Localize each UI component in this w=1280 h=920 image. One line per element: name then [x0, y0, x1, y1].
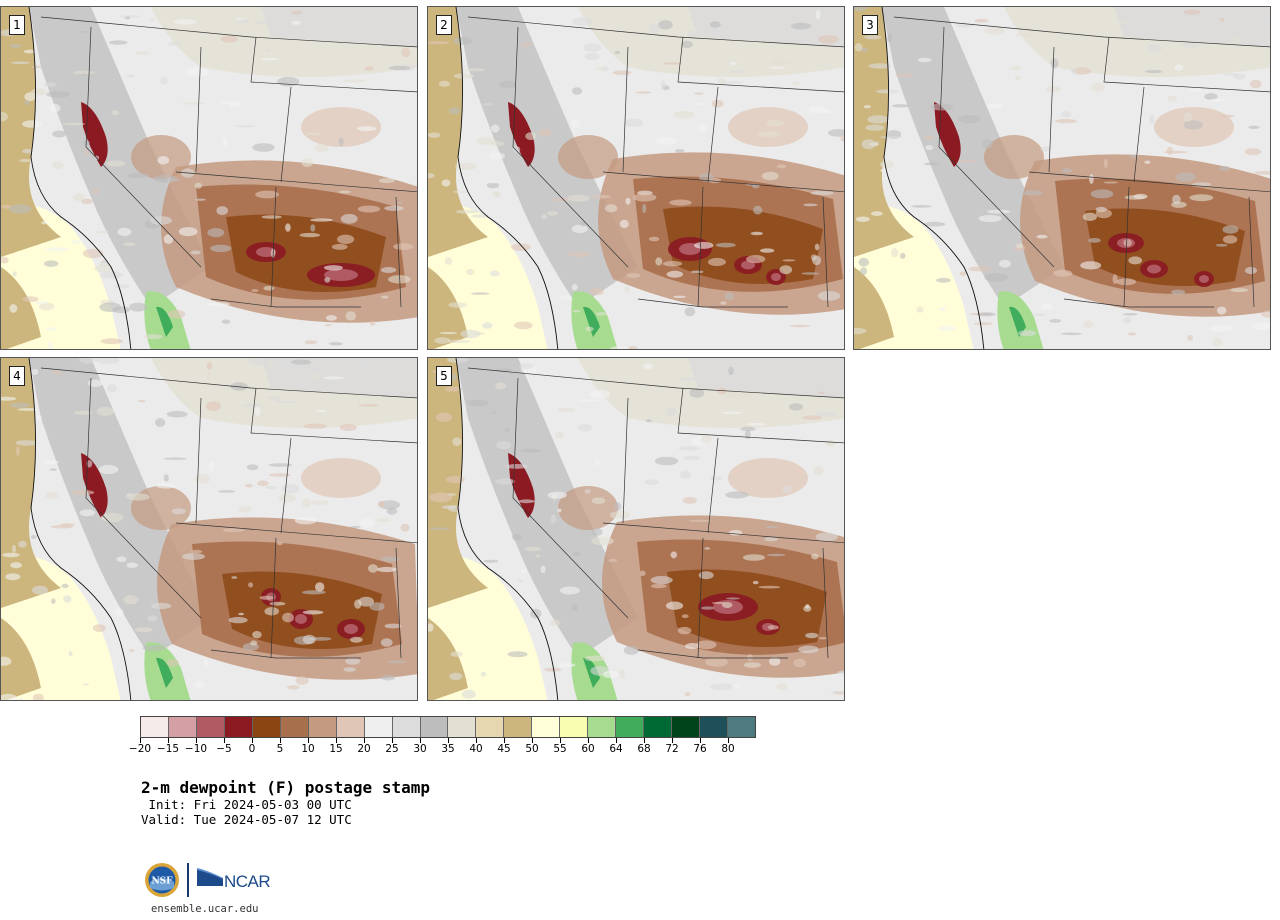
colorbar-tick-label: −15	[156, 743, 180, 755]
colorbar-swatch	[196, 717, 225, 737]
colorbar-swatch	[308, 717, 337, 737]
colorbar-swatch	[364, 717, 393, 737]
colorbar-tick	[728, 738, 729, 743]
map-panel-4: 4	[0, 357, 418, 701]
colorbar-tick	[644, 738, 645, 743]
colorbar-tick	[196, 738, 197, 743]
colorbar-tick-label: 5	[276, 743, 284, 755]
colorbar-swatch	[448, 717, 477, 737]
colorbar-tick	[168, 738, 169, 743]
nsf-logo-text: NSF	[151, 877, 173, 887]
colorbar-swatch	[168, 717, 197, 737]
colorbar-tick-label: 64	[609, 743, 623, 755]
colorbar-tick	[616, 738, 617, 743]
colorbar-tick-label: 50	[525, 743, 539, 755]
colorbar-swatch	[532, 717, 561, 737]
colorbar-tick	[252, 738, 253, 743]
colorbar-tick	[336, 738, 337, 743]
colorbar-tick	[392, 738, 393, 743]
panel-number-2: 2	[436, 15, 452, 35]
colorbar	[140, 716, 756, 738]
colorbar-tick-label: 72	[665, 743, 679, 755]
colorbar-swatch	[476, 717, 505, 737]
colorbar-swatch	[252, 717, 281, 737]
colorbar-swatch	[700, 717, 729, 737]
colorbar-swatch	[728, 717, 755, 737]
colorbar-tick	[140, 738, 141, 743]
colorbar-tick	[504, 738, 505, 743]
colorbar-tick	[532, 738, 533, 743]
colorbar-tick	[420, 738, 421, 743]
colorbar-tick-label: 25	[385, 743, 399, 755]
dewpoint-map-3	[854, 7, 1270, 349]
colorbar-tick	[700, 738, 701, 743]
init-time: Init: Fri 2024-05-03 00 UTC	[141, 797, 352, 812]
colorbar-tick-label: 45	[497, 743, 511, 755]
colorbar-tick-label: 0	[248, 743, 256, 755]
colorbar-swatch	[224, 717, 253, 737]
site-url[interactable]: ensemble.ucar.edu	[151, 903, 259, 915]
colorbar-tick	[672, 738, 673, 743]
logos: NSF NCAR	[144, 860, 284, 900]
nsf-logo-icon: NSF	[145, 863, 179, 897]
colorbar-tick-label: 35	[441, 743, 455, 755]
map-panel-5: 5	[427, 357, 845, 701]
colorbar-tick	[448, 738, 449, 743]
dewpoint-map-2	[428, 7, 844, 349]
colorbar-tick-label: 76	[693, 743, 707, 755]
colorbar-tick-label: 20	[357, 743, 371, 755]
logo-divider	[187, 863, 189, 897]
map-panel-1: 1	[0, 6, 418, 350]
panel-number-3: 3	[862, 15, 878, 35]
colorbar-tick	[280, 738, 281, 743]
colorbar-tick	[588, 738, 589, 743]
ncar-logo-icon	[197, 868, 223, 886]
colorbar-tick-label: 68	[637, 743, 651, 755]
map-panel-3: 3	[853, 6, 1271, 350]
colorbar-tick-label: 60	[581, 743, 595, 755]
chart-title: 2-m dewpoint (F) postage stamp	[141, 778, 430, 797]
map-panel-2: 2	[427, 6, 845, 350]
colorbar-tick	[224, 738, 225, 743]
dewpoint-map-4	[1, 358, 417, 700]
panel-number-1: 1	[9, 15, 25, 35]
panel-number-4: 4	[9, 366, 25, 386]
ncar-logo-text: NCAR	[224, 872, 271, 891]
colorbar-tick-label: 40	[469, 743, 483, 755]
colorbar-swatch	[588, 717, 617, 737]
panel-number-5: 5	[436, 366, 452, 386]
dewpoint-map-1	[1, 7, 417, 349]
colorbar-tick-label: 15	[329, 743, 343, 755]
colorbar-swatch	[141, 717, 169, 737]
colorbar-swatch	[644, 717, 673, 737]
colorbar-tick-label: −10	[184, 743, 208, 755]
colorbar-tick	[560, 738, 561, 743]
colorbar-swatch	[672, 717, 701, 737]
colorbar-swatch	[616, 717, 645, 737]
colorbar-tick	[476, 738, 477, 743]
colorbar-swatch	[280, 717, 309, 737]
colorbar-ticks: −20 −15 −10 −5 0 5 10 15 20 25 30 35 40 45 50 55 60 64 68 7…	[129, 738, 756, 758]
colorbar-tick-label: −5	[216, 743, 232, 755]
colorbar-swatch	[336, 717, 365, 737]
colorbar-tick	[308, 738, 309, 743]
colorbar-tick-label: 30	[413, 743, 427, 755]
colorbar-tick-label: 55	[553, 743, 567, 755]
colorbar-tick-label: 80	[721, 743, 735, 755]
colorbar-swatch	[420, 717, 449, 737]
valid-time: Valid: Tue 2024-05-07 12 UTC	[141, 812, 352, 827]
colorbar-tick	[364, 738, 365, 743]
colorbar-tick-label: 10	[301, 743, 315, 755]
colorbar-swatch	[560, 717, 589, 737]
dewpoint-map-5	[428, 358, 844, 700]
colorbar-tick-label: −20	[128, 743, 152, 755]
colorbar-swatch	[504, 717, 533, 737]
colorbar-swatch	[392, 717, 421, 737]
